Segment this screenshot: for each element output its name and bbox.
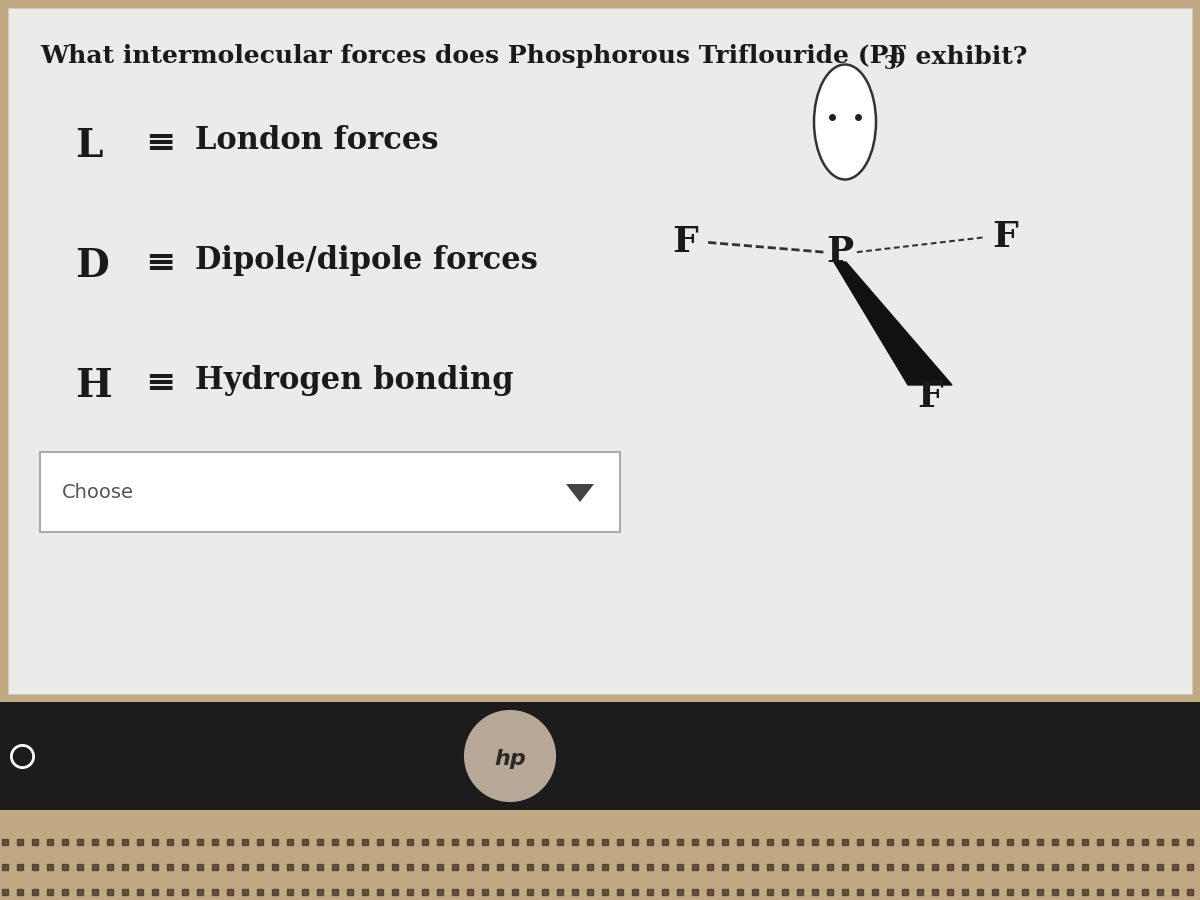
Text: ≡: ≡ [145, 245, 175, 279]
Text: L: L [74, 127, 102, 165]
Text: F: F [917, 380, 943, 414]
Text: ≡: ≡ [145, 365, 175, 399]
Text: Hydrogen bonding: Hydrogen bonding [194, 365, 514, 396]
Text: F: F [992, 220, 1018, 254]
Text: ≡: ≡ [145, 125, 175, 159]
Polygon shape [834, 262, 952, 385]
Text: Choose: Choose [62, 482, 134, 501]
Text: D: D [74, 247, 109, 285]
Text: ) exhibit?: ) exhibit? [895, 44, 1027, 68]
Text: What intermolecular forces does Phosphorous Triflouride (PF: What intermolecular forces does Phosphor… [40, 44, 906, 68]
Text: H: H [74, 367, 112, 405]
Text: P: P [827, 235, 853, 269]
Text: London forces: London forces [194, 125, 438, 156]
Ellipse shape [814, 65, 876, 179]
Text: hp: hp [494, 749, 526, 770]
FancyBboxPatch shape [0, 702, 1200, 810]
Text: F: F [672, 225, 698, 259]
Text: 3: 3 [884, 55, 896, 73]
Circle shape [464, 711, 556, 801]
Text: Dipole/dipole forces: Dipole/dipole forces [194, 245, 538, 276]
FancyBboxPatch shape [40, 452, 620, 532]
FancyBboxPatch shape [8, 8, 1192, 694]
Polygon shape [566, 484, 594, 502]
